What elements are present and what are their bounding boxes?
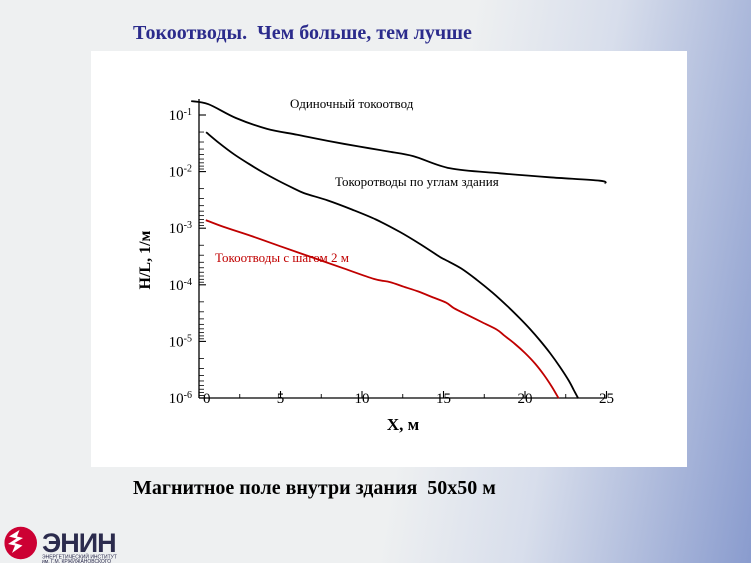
svg-text:10-2: 10-2 (169, 163, 192, 181)
svg-text:10-3: 10-3 (169, 220, 192, 238)
svg-text:X, м: X, м (387, 415, 420, 434)
svg-text:Токоротводы по углам здания: Токоротводы по углам здания (335, 174, 499, 189)
svg-text:10-5: 10-5 (169, 333, 192, 351)
svg-text:5: 5 (277, 391, 285, 407)
svg-text:Токоотводы с шагом 2 м: Токоотводы с шагом 2 м (215, 250, 349, 265)
svg-text:10-4: 10-4 (169, 276, 192, 294)
svg-text:10: 10 (355, 391, 370, 407)
svg-text:Н/L, 1/м: Н/L, 1/м (137, 230, 154, 289)
svg-text:0: 0 (203, 391, 211, 407)
svg-text:Одиночный токоотвод: Одиночный токоотвод (290, 96, 414, 111)
svg-text:15: 15 (436, 391, 451, 407)
svg-text:им. Г.М. КРЖИЖАНОВСКОГО: им. Г.М. КРЖИЖАНОВСКОГО (42, 559, 111, 563)
svg-text:10-1: 10-1 (169, 107, 192, 125)
svg-text:10-6: 10-6 (169, 390, 192, 408)
svg-text:20: 20 (518, 391, 533, 407)
svg-text:25: 25 (599, 391, 614, 407)
